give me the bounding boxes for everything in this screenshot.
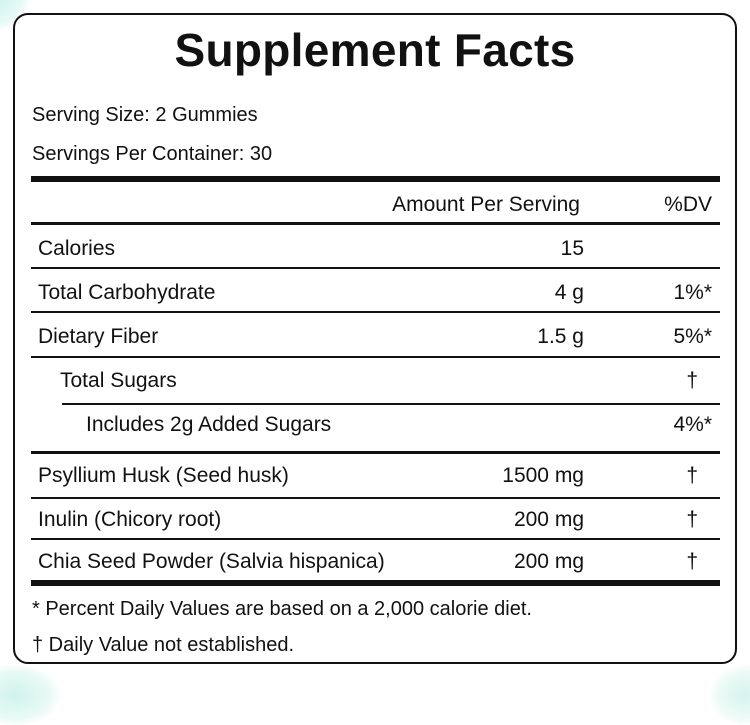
divider-header (31, 222, 720, 225)
row-total-carbohydrate-name: Total Carbohydrate (38, 281, 216, 304)
divider-row (31, 311, 720, 313)
footnote-daily-value-not-established: † Daily Value not established. (32, 634, 295, 656)
row-chia-seed-amount: 200 mg (513, 550, 584, 573)
row-dietary-fiber-dv: 5%* (673, 325, 712, 348)
row-inulin-name: Inulin (Chicory root) (38, 508, 222, 531)
row-psyllium-husk-dv: † (686, 464, 698, 487)
divider-row (31, 267, 720, 269)
divider-row-indented (62, 403, 720, 405)
row-total-carbohydrate-dv: 1%* (673, 281, 712, 304)
row-chia-seed-dv: † (686, 550, 698, 573)
supplement-facts-panel (13, 13, 737, 664)
row-dietary-fiber-name: Dietary Fiber (38, 325, 159, 348)
divider-row (31, 497, 720, 499)
background-accent-bottom-right (710, 665, 750, 725)
row-added-sugars-name: Includes 2g Added Sugars (86, 413, 332, 436)
header-percent-dv: %DV (664, 193, 712, 216)
thick-divider-bottom (31, 580, 720, 586)
row-psyllium-husk-amount: 1500 mg (502, 464, 584, 487)
row-inulin-amount: 200 mg (513, 508, 584, 531)
divider-section (31, 451, 720, 454)
header-amount-per-serving: Amount Per Serving (392, 193, 580, 216)
divider-row (31, 538, 720, 540)
footnote-percent-daily-values: * Percent Daily Values are based on a 2,… (32, 598, 532, 620)
row-total-carbohydrate-amount: 4 g (554, 281, 584, 304)
row-chia-seed-name: Chia Seed Powder (Salvia hispanica) (38, 550, 385, 573)
row-dietary-fiber-amount: 1.5 g (537, 325, 584, 348)
row-inulin-dv: † (686, 508, 698, 531)
row-psyllium-husk-name: Psyllium Husk (Seed husk) (38, 464, 289, 487)
thick-divider-top (31, 176, 720, 182)
row-calories-amount: 15 (560, 237, 584, 260)
row-total-sugars-name: Total Sugars (60, 369, 177, 392)
servings-per-container: Servings Per Container: 30 (32, 143, 273, 165)
label-title: Supplement Facts (174, 24, 576, 76)
serving-size: Serving Size: 2 Gummies (32, 104, 258, 126)
row-added-sugars-dv: 4%* (673, 413, 712, 436)
row-calories-name: Calories (38, 237, 116, 260)
divider-row (31, 356, 720, 358)
background-accent-bottom-left (0, 665, 60, 725)
row-total-sugars-dv: † (686, 369, 698, 392)
